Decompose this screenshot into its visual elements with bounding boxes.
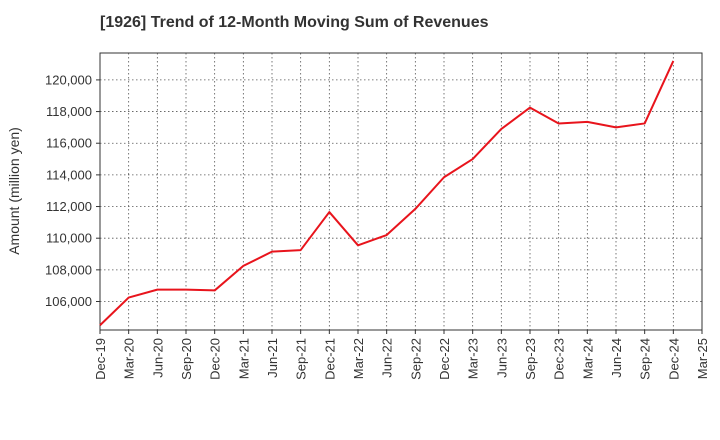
x-tick-label: Mar-24 <box>580 338 595 379</box>
x-tick-label: Dec-20 <box>208 338 223 380</box>
x-tick-label: Sep-24 <box>638 338 653 380</box>
y-tick-label: 120,000 <box>45 72 92 87</box>
y-tick-label: 110,000 <box>46 231 92 246</box>
x-tick-label: Sep-23 <box>523 338 538 380</box>
x-tick-label: Jun-21 <box>265 338 280 378</box>
x-axis-ticks: Dec-19 Mar-20 Jun-20 Sep-20 Dec-20 Mar-21 Jun-… <box>93 330 710 380</box>
y-axis-ticks: 106,000 108,000 110,000 112,000 114,000 116,0… <box>45 72 100 309</box>
y-axis-title: Amount (million yen) <box>6 127 22 255</box>
x-tick-label: Sep-21 <box>294 338 309 380</box>
x-tick-label: Sep-20 <box>179 338 194 380</box>
grid-lines <box>100 53 702 330</box>
series-line <box>99 60 675 326</box>
x-tick-label: Dec-23 <box>552 338 567 380</box>
x-tick-label: Jun-23 <box>494 338 509 378</box>
y-tick-label: 108,000 <box>45 262 92 277</box>
x-tick-label: Dec-19 <box>93 338 108 380</box>
x-tick-label: Jun-24 <box>609 338 624 378</box>
plot-frame <box>99 52 703 331</box>
y-tick-label: 114,000 <box>46 167 92 182</box>
x-tick-label: Mar-25 <box>695 338 710 379</box>
x-tick-label: Jun-20 <box>150 338 165 378</box>
x-tick-label: Dec-22 <box>437 338 452 380</box>
x-tick-label: Mar-23 <box>466 338 481 379</box>
y-tick-label: 106,000 <box>45 294 92 309</box>
x-tick-label: Mar-20 <box>122 338 137 379</box>
x-tick-label: Mar-21 <box>236 338 251 379</box>
x-tick-label: Sep-22 <box>408 338 423 380</box>
y-tick-label: 112,000 <box>46 199 92 214</box>
chart-title: [1926] Trend of 12-Month Moving Sum of R… <box>100 14 489 31</box>
y-tick-label: 118,000 <box>46 104 92 119</box>
series-layer <box>99 60 675 326</box>
x-tick-label: Dec-24 <box>666 338 681 380</box>
y-tick-label: 116,000 <box>46 136 92 151</box>
x-tick-label: Jun-22 <box>380 338 395 378</box>
x-tick-label: Mar-22 <box>351 338 366 379</box>
x-tick-label: Dec-21 <box>322 338 337 380</box>
